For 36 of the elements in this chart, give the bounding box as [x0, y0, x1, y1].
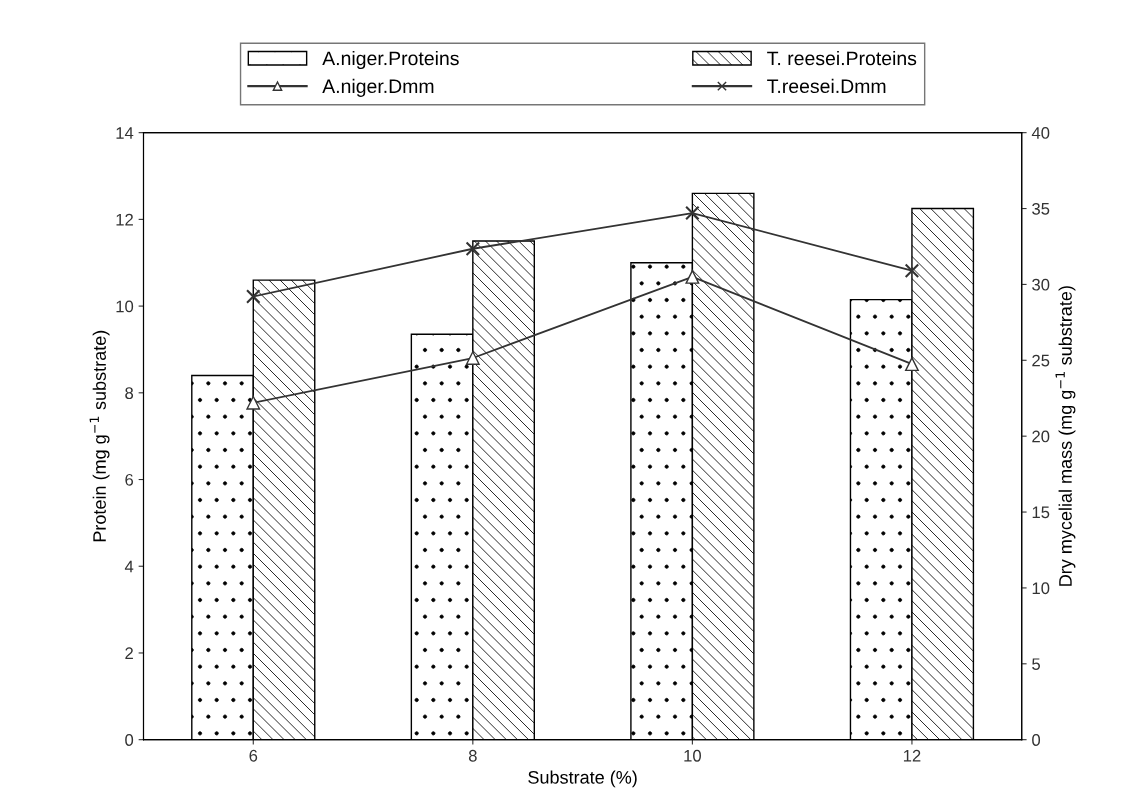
- y-tick-label: 14: [116, 127, 134, 139]
- legend-label: T.reesei.Dmm: [767, 78, 886, 94]
- y-tick-label: 12: [116, 213, 133, 226]
- y2-tick-label: 15: [1032, 506, 1050, 519]
- y2-axis-title: Dry mycelial mass (mg g$^{−1}$ substrate): [1055, 286, 1076, 586]
- y2-tick-label: 25: [1032, 354, 1050, 367]
- point: [685, 205, 700, 221]
- legend-label: T. reesei.Proteins: [767, 50, 917, 66]
- y-tick-label: 8: [125, 387, 134, 400]
- x-tick-label: 8: [468, 749, 477, 762]
- legend-label: A.niger.Proteins: [322, 50, 459, 70]
- y2-tick-label: 30: [1032, 278, 1050, 291]
- point: [904, 263, 920, 279]
- y2-tick-label: 35: [1032, 202, 1050, 215]
- y2-tick-label: 20: [1032, 430, 1050, 443]
- y-tick-label: 6: [125, 473, 134, 486]
- y-tick-label: 4: [124, 560, 134, 573]
- y-tick-label: 10: [116, 300, 134, 313]
- point: [904, 357, 919, 372]
- x-tick-label: 10: [684, 749, 702, 762]
- point: [465, 351, 480, 365]
- y-tick-label: 0: [125, 734, 134, 746]
- point: [465, 241, 481, 257]
- y2-tick-label: 40: [1031, 127, 1050, 139]
- x-axis-title: Substrate (%): [528, 770, 637, 788]
- legend-label: A.niger.Dmm: [322, 78, 434, 97]
- x-tick-label: 6: [249, 749, 258, 762]
- y2-tick-label: 10: [1032, 582, 1050, 595]
- point: [245, 289, 261, 304]
- y-axis-title: Protein (mg g$^{−1}$ substrate): [89, 330, 110, 542]
- x-tick-label: 12: [903, 749, 921, 762]
- y2-tick-label: 5: [1032, 658, 1041, 671]
- y2-tick-label: 0: [1032, 734, 1041, 746]
- point: [246, 395, 261, 410]
- point: [685, 269, 700, 284]
- y-tick-label: 2: [125, 647, 133, 659]
